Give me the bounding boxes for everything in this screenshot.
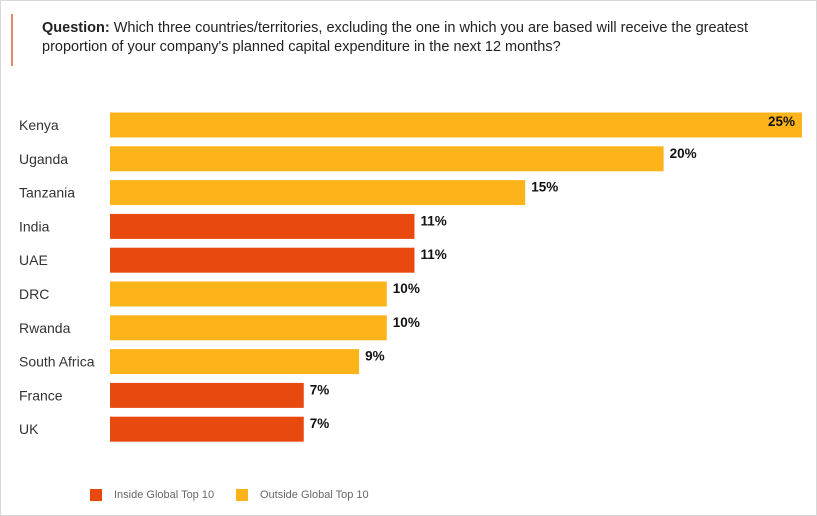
category-label: South Africa: [19, 354, 95, 370]
legend-inside: Inside Global Top 10: [90, 489, 214, 501]
category-label: DRC: [19, 286, 49, 302]
category-label: Uganda: [19, 151, 68, 167]
category-label: UAE: [19, 252, 48, 268]
bar-drc: [110, 281, 387, 307]
value-label: 11%: [420, 247, 446, 262]
question-text: Question: Which three countries/territor…: [42, 19, 782, 57]
category-label: India: [19, 218, 50, 234]
bar-uganda: [110, 146, 664, 172]
accent-line: [11, 14, 13, 66]
value-label: 20%: [670, 146, 697, 161]
category-label: Rwanda: [19, 320, 71, 336]
legend-swatch-outside: [236, 489, 248, 501]
bar-france: [110, 382, 304, 408]
value-label: 10%: [393, 315, 420, 330]
bar-south-africa: [110, 349, 360, 375]
legend-label-inside: Inside Global Top 10: [114, 489, 215, 501]
question-label: Question:: [42, 20, 110, 36]
bar-kenya: [110, 112, 802, 138]
category-label: France: [19, 387, 63, 403]
value-label: 11%: [420, 213, 446, 228]
value-label: 9%: [365, 349, 385, 364]
bar-uae: [110, 247, 415, 273]
legend-swatch-inside: [90, 489, 102, 501]
category-label: UK: [19, 421, 39, 437]
question-body: Which three countries/territories, exclu…: [42, 20, 748, 55]
legend-label-outside: Outside Global Top 10: [260, 489, 369, 501]
value-label: 10%: [393, 281, 420, 296]
bar-tanzania: [110, 180, 526, 206]
category-label: Kenya: [19, 117, 59, 133]
category-label: Tanzania: [19, 185, 75, 201]
value-label: 7%: [310, 416, 330, 431]
bar-uk: [110, 416, 304, 442]
legend-outside: Outside Global Top 10: [236, 489, 369, 501]
value-label: 25%: [768, 114, 795, 129]
value-label: 15%: [531, 180, 558, 195]
value-label: 7%: [310, 382, 330, 397]
bar-rwanda: [110, 315, 387, 341]
bar-india: [110, 213, 415, 239]
